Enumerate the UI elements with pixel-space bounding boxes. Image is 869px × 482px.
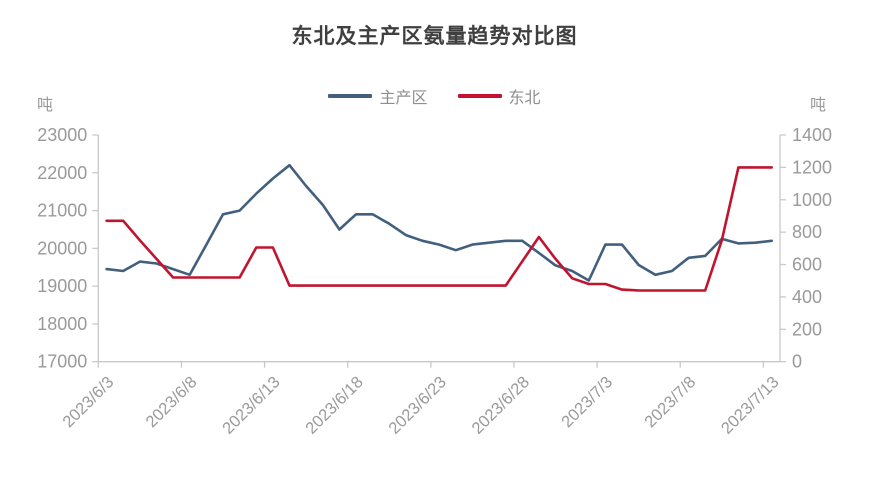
svg-text:1400: 1400 [792, 125, 832, 145]
svg-text:1200: 1200 [792, 157, 832, 177]
svg-text:800: 800 [792, 222, 822, 242]
svg-text:0: 0 [792, 352, 802, 372]
svg-text:18000: 18000 [37, 314, 87, 334]
svg-text:2023/6/3: 2023/6/3 [59, 373, 117, 431]
legend-swatch-northeast [457, 94, 502, 98]
legend: 主产区 东北 [0, 84, 869, 108]
svg-text:20000: 20000 [37, 238, 87, 258]
svg-text:600: 600 [792, 255, 822, 275]
right-axis-unit-label: 吨 [810, 97, 827, 114]
svg-text:2023/7/13: 2023/7/13 [718, 373, 783, 438]
left-axis-unit-label: 吨 [37, 97, 54, 114]
legend-item-northeast: 东北 [457, 84, 541, 108]
svg-text:2023/6/8: 2023/6/8 [142, 373, 200, 431]
legend-label-northeast: 东北 [508, 90, 541, 107]
svg-text:2023/6/28: 2023/6/28 [468, 373, 533, 438]
svg-text:2023/7/3: 2023/7/3 [558, 373, 616, 431]
svg-text:2023/6/13: 2023/6/13 [219, 373, 284, 438]
svg-text:19000: 19000 [37, 276, 87, 296]
chart-title: 东北及主产区氨量趋势对比图 [291, 25, 578, 48]
svg-text:2023/7/8: 2023/7/8 [641, 373, 699, 431]
svg-text:1000: 1000 [792, 190, 832, 210]
legend-item-main-producing-area: 主产区 [328, 84, 428, 108]
svg-text:400: 400 [792, 287, 822, 307]
svg-text:17000: 17000 [37, 352, 87, 372]
svg-text:2023/6/18: 2023/6/18 [302, 373, 367, 438]
legend-label-main-producing-area: 主产区 [379, 90, 428, 107]
svg-text:2023/6/23: 2023/6/23 [385, 373, 450, 438]
legend-swatch-main-producing-area [328, 94, 373, 98]
svg-text:21000: 21000 [37, 201, 87, 221]
svg-text:23000: 23000 [37, 125, 87, 145]
svg-text:22000: 22000 [37, 163, 87, 183]
svg-text:200: 200 [792, 319, 822, 339]
